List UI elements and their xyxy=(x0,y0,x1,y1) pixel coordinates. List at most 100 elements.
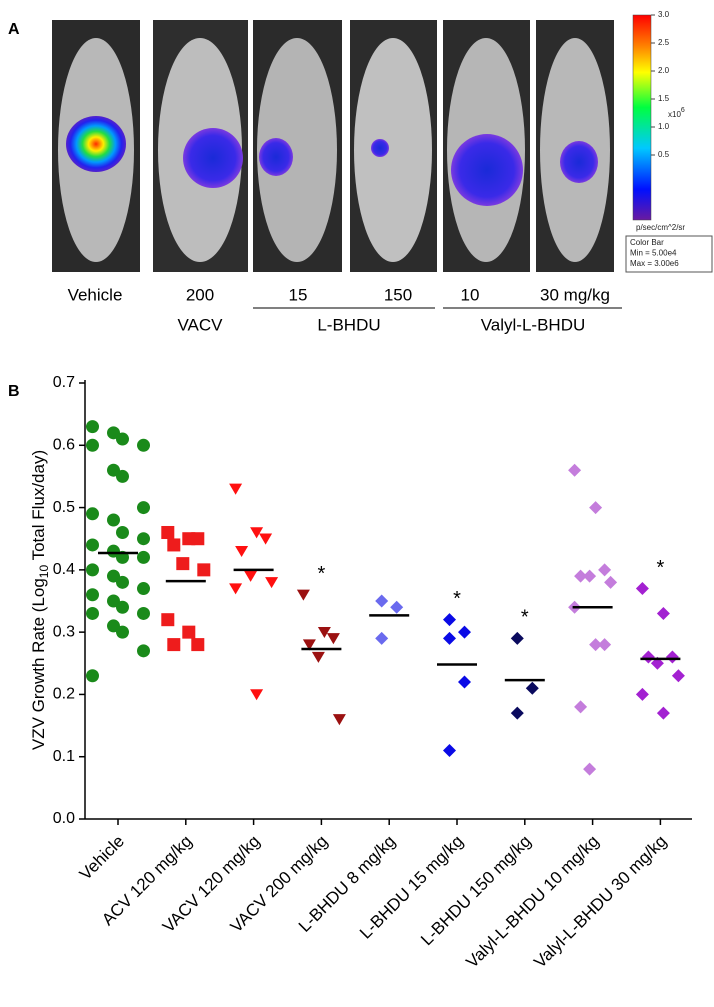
colorbar xyxy=(632,14,652,221)
significance-mark: * xyxy=(318,563,326,585)
point xyxy=(161,525,175,539)
colorbar-legend-box xyxy=(625,235,713,273)
point xyxy=(86,669,99,683)
image-label: 150 xyxy=(384,285,412,304)
y-label-text: Total Flux/day) xyxy=(29,450,48,565)
point xyxy=(137,606,150,620)
point xyxy=(671,669,685,683)
signal xyxy=(259,138,293,176)
colorbar-multiplier: x106 xyxy=(668,107,685,119)
point xyxy=(116,575,129,589)
y-tick-label: 0.4 xyxy=(53,561,75,578)
point xyxy=(116,525,129,539)
point xyxy=(86,588,99,602)
signal xyxy=(66,116,126,172)
mouse-images xyxy=(52,14,713,309)
point xyxy=(107,513,120,527)
image-label: 15 xyxy=(289,285,308,304)
point xyxy=(229,583,243,595)
panel-label: B xyxy=(8,383,20,400)
panel-label: A xyxy=(8,21,20,38)
x-tick-label: Valyl-L-BHDU 30 mg/kg xyxy=(530,832,670,972)
colorbar-tick-label: 3.0 xyxy=(658,10,670,19)
multiplier-exponent: 6 xyxy=(681,107,685,114)
significance-mark: * xyxy=(657,557,665,579)
y-tick-label: 0.2 xyxy=(53,686,75,703)
mouse xyxy=(257,38,337,262)
colorbar-legend-text: Min = 5.00e4 xyxy=(630,249,677,258)
y-tick-label: 0.6 xyxy=(53,437,75,454)
image-label: 200 xyxy=(186,285,214,304)
point xyxy=(235,545,249,558)
y-tick-label: 0.0 xyxy=(53,810,75,827)
point xyxy=(574,700,588,714)
point xyxy=(182,625,196,639)
point xyxy=(137,550,150,564)
x-tick-label: Valyl-L-BHDU 10 mg/kg xyxy=(462,832,602,972)
point xyxy=(589,501,603,515)
signal xyxy=(183,128,243,188)
y-tick-label: 0.7 xyxy=(53,374,75,391)
multiplier-base: x10 xyxy=(668,110,681,119)
point xyxy=(326,633,340,645)
point xyxy=(390,600,404,614)
point xyxy=(137,582,150,596)
mouse xyxy=(354,38,432,262)
signal xyxy=(560,141,598,183)
point xyxy=(137,644,150,658)
point xyxy=(86,563,99,577)
point xyxy=(568,463,582,477)
point xyxy=(311,651,325,663)
y-axis-label: VZV Growth Rate (Log10 Total Flux/day) xyxy=(29,450,51,750)
image-label: Vehicle xyxy=(68,285,123,304)
colorbar-tick-label: 2.0 xyxy=(658,66,670,75)
point xyxy=(137,501,150,515)
point xyxy=(250,689,264,701)
point xyxy=(229,483,243,495)
group-label: VACV xyxy=(177,315,223,334)
point xyxy=(443,613,456,627)
point xyxy=(244,570,258,582)
point xyxy=(259,533,273,545)
point xyxy=(167,538,181,552)
point xyxy=(443,743,456,757)
point xyxy=(583,762,597,776)
point xyxy=(161,613,175,627)
y-label-sub: 10 xyxy=(37,565,51,579)
significance-mark: * xyxy=(521,607,529,629)
point xyxy=(656,706,670,720)
y-tick-label: 0.3 xyxy=(53,623,75,640)
point xyxy=(510,631,524,645)
point xyxy=(589,638,603,652)
point xyxy=(191,532,205,546)
group-label: Valyl-L-BHDU xyxy=(481,315,586,334)
point xyxy=(116,625,129,639)
group-label: L-BHDU xyxy=(317,315,380,334)
significance-mark: * xyxy=(453,588,461,610)
point xyxy=(443,631,456,645)
point xyxy=(197,563,211,577)
colorbar-tick-label: 0.5 xyxy=(658,150,670,159)
point xyxy=(265,577,279,589)
point xyxy=(458,625,471,639)
point xyxy=(635,687,649,701)
signal xyxy=(371,139,389,157)
point xyxy=(86,538,99,552)
point xyxy=(458,675,471,689)
point xyxy=(598,638,612,652)
y-label-text: VZV Growth Rate (Log xyxy=(29,578,48,750)
point xyxy=(137,438,150,452)
point xyxy=(176,557,190,571)
point xyxy=(635,582,649,596)
colorbar-legend-text: Color Bar xyxy=(630,238,664,247)
point xyxy=(375,594,389,608)
point xyxy=(641,650,655,664)
point xyxy=(332,714,346,726)
point xyxy=(375,631,389,645)
point xyxy=(604,575,618,589)
colorbar-tick-label: 1.0 xyxy=(658,122,670,131)
colorbar-legend-text: Max = 3.00e6 xyxy=(630,259,679,268)
point xyxy=(317,626,331,638)
image-label: 30 mg/kg xyxy=(540,285,610,304)
